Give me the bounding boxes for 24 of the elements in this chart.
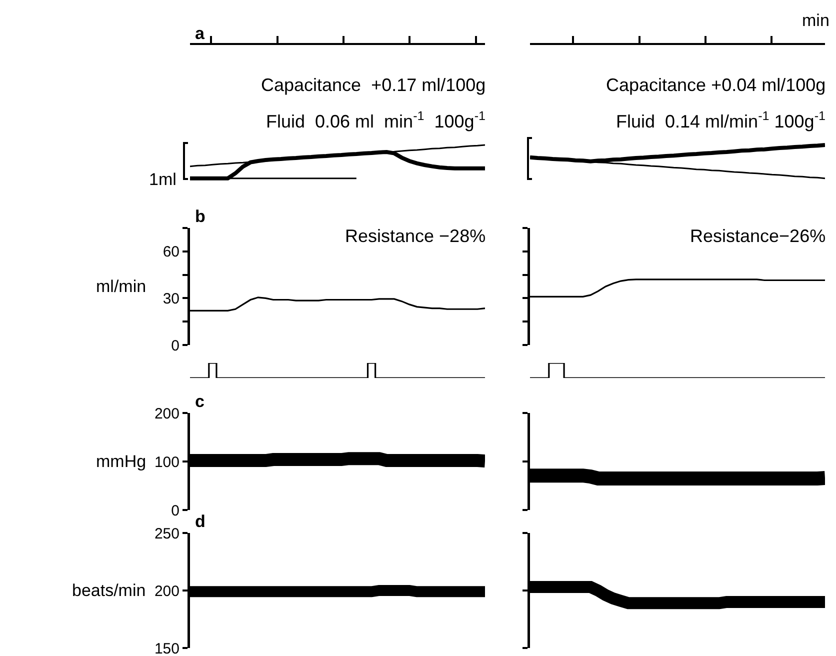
chart-title: c xyxy=(195,392,204,411)
text: Capacitance +0.04 ml/100g xyxy=(606,75,826,95)
y-tick-label: 0 xyxy=(171,337,180,354)
text: Capacitance +0.17 ml/100g xyxy=(261,75,486,95)
y-tick-label: 100 xyxy=(154,454,180,471)
annotation: Resistance −28% xyxy=(345,226,486,246)
y-axis-title: 1ml xyxy=(149,170,176,189)
chart-title: a xyxy=(195,24,205,43)
chart-title: d xyxy=(195,512,206,531)
y-tick-label: 200 xyxy=(154,582,180,600)
y-tick-label: 150 xyxy=(154,640,180,656)
text: Fluid 0.14 ml/min$^{-1}$ 100g$^{-1}$ xyxy=(616,109,826,132)
y-axis-title: beats/min xyxy=(72,581,146,600)
y-axis-title: mmHg xyxy=(96,452,146,471)
chart-title: b xyxy=(195,207,206,226)
y-axis-title: ml/min xyxy=(96,277,146,296)
y-tick-label: 0 xyxy=(171,502,180,520)
y-tick-label: 30 xyxy=(162,290,180,308)
text: Fluid 0.06 ml min$^{-1}$ 100g$^{-1}$ xyxy=(266,109,486,132)
y-tick-label: 60 xyxy=(162,244,180,261)
y-tick-label: 200 xyxy=(154,405,180,422)
y-tick-label: 250 xyxy=(154,525,180,542)
x-axis-title: min xyxy=(802,11,830,30)
annotation: Resistance−26% xyxy=(690,226,826,246)
